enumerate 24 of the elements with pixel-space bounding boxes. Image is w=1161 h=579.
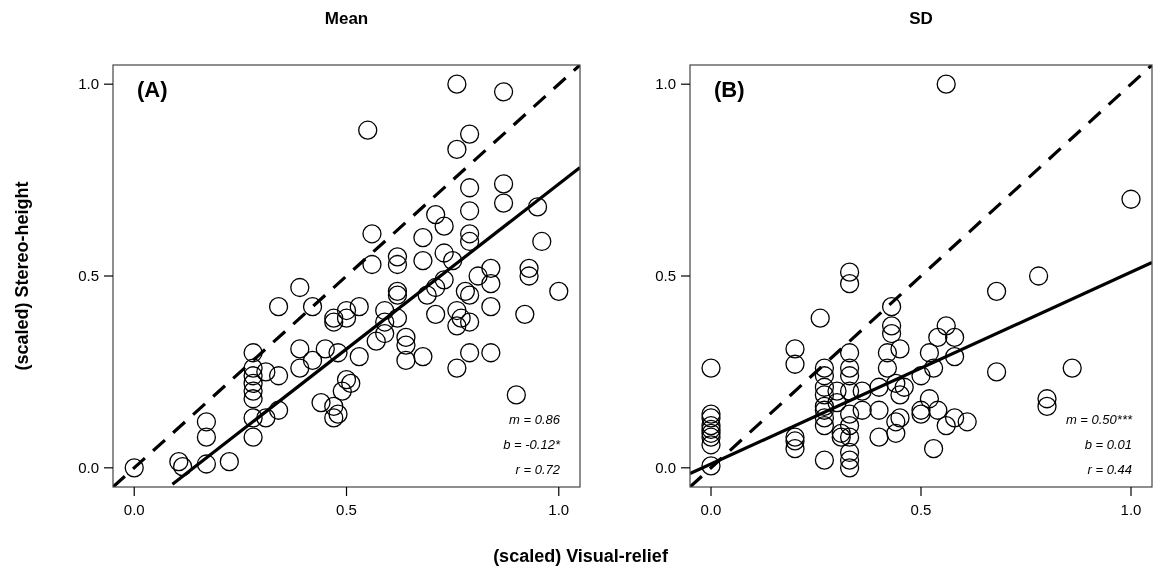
y-tick-label: 0.0 (655, 458, 676, 476)
x-tick-label: 0.5 (910, 501, 932, 518)
y-tick-label: 0.5 (78, 267, 99, 284)
annotation: m = 0.50*** (1065, 412, 1133, 427)
y-tick-label: 1.0 (78, 75, 99, 93)
chart-title: SD (909, 9, 933, 28)
annotation: (A) (137, 77, 168, 102)
x-tick-label: 0.0 (700, 501, 722, 518)
annotation: m = 0.86 (509, 412, 561, 427)
y-tick-label: 0.0 (78, 458, 99, 476)
x-tick-label: 0.0 (123, 501, 145, 518)
annotation: r = 0.72 (515, 462, 561, 477)
annotation: r = 0.44 (1087, 462, 1132, 477)
x-tick-label: 1.0 (548, 501, 570, 518)
y-tick-label: 1.0 (655, 75, 676, 93)
x-axis-title: (scaled) Visual-relief (493, 546, 669, 566)
annotation: b = 0.01 (1084, 437, 1132, 452)
annotation: (B) (714, 77, 745, 102)
annotation: b = -0.12* (503, 437, 561, 452)
chart-title: Mean (324, 9, 369, 28)
x-tick-label: 0.5 (336, 501, 357, 518)
x-tick-label: 1.0 (1120, 501, 1142, 518)
y-tick-label: 0.5 (655, 267, 676, 284)
y-axis-title: (scaled) Stereo-height (12, 181, 32, 371)
